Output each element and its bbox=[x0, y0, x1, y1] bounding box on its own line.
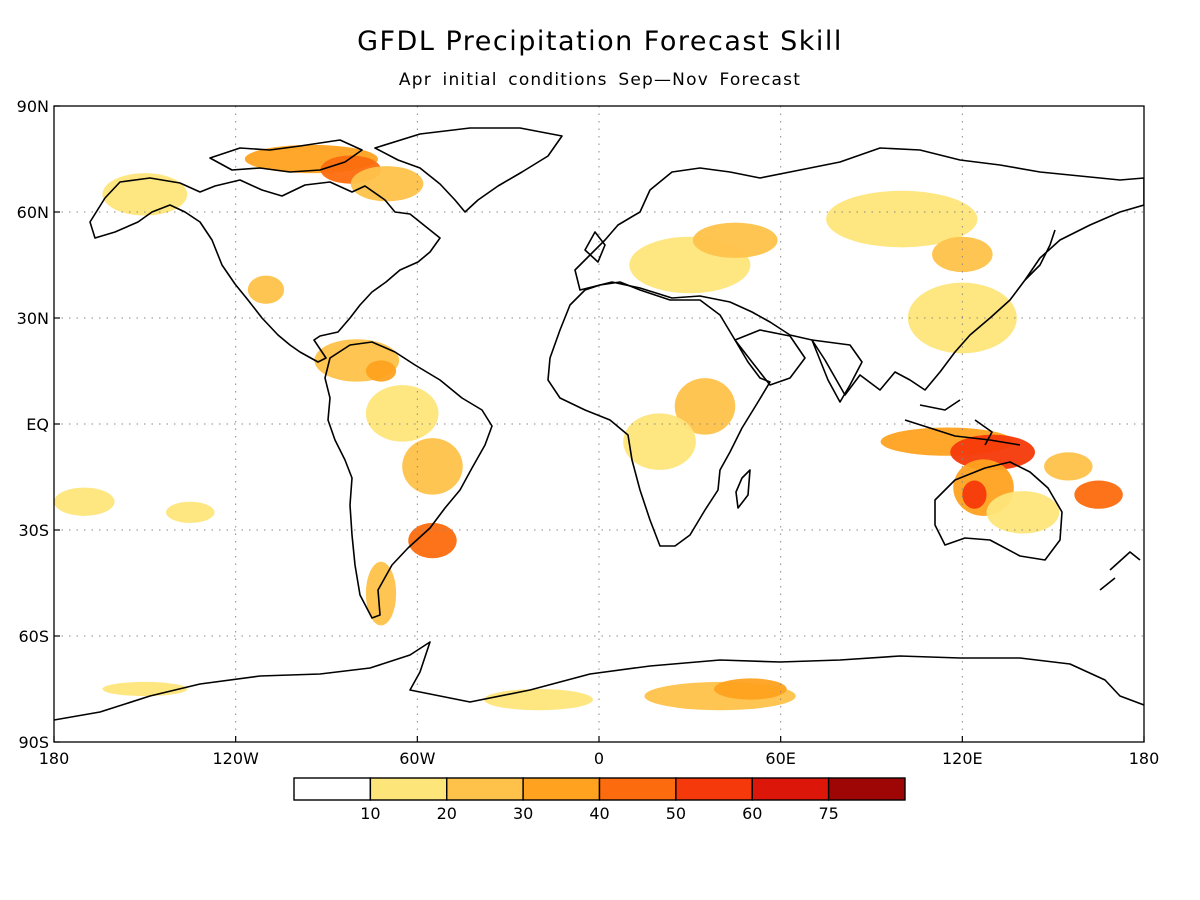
lon-label: 0 bbox=[594, 749, 604, 768]
colorbar-swatch bbox=[522, 777, 601, 801]
skill-patch bbox=[102, 681, 188, 697]
skill-patch bbox=[1074, 480, 1123, 509]
colorbar-label: 50 bbox=[666, 804, 686, 823]
lon-label: 60E bbox=[765, 749, 795, 768]
lat-label: 90S bbox=[18, 733, 49, 752]
colorbar-swatch bbox=[827, 777, 906, 801]
coastline-arctic-islands bbox=[209, 139, 363, 173]
coastline-north-america bbox=[89, 177, 441, 363]
skill-patch bbox=[962, 480, 987, 509]
coastline-arabia bbox=[734, 329, 806, 386]
skill-patch bbox=[714, 678, 787, 700]
skill-patch bbox=[623, 413, 696, 470]
skill-patch bbox=[402, 438, 463, 495]
lon-label: 120E bbox=[942, 749, 983, 768]
skill-patch bbox=[1044, 452, 1093, 481]
coastline-australia bbox=[934, 461, 1063, 561]
lon-label: 180 bbox=[1129, 749, 1160, 768]
skill-patch bbox=[365, 561, 397, 626]
coastline-antarctica bbox=[54, 641, 1144, 721]
lat-label: 30N bbox=[17, 309, 49, 328]
skill-patch bbox=[674, 378, 736, 435]
coastline-africa-eurasia bbox=[547, 281, 771, 547]
skill-shading-layer bbox=[54, 144, 1123, 711]
skill-patch bbox=[365, 360, 397, 382]
colorbar-swatch bbox=[598, 777, 677, 801]
colorbar-swatch bbox=[675, 777, 753, 801]
skill-patch bbox=[483, 689, 593, 711]
colorbar-label: 10 bbox=[360, 804, 380, 823]
lat-label: EQ bbox=[26, 415, 49, 434]
map-title: GFDL Precipitation Forecast Skill bbox=[357, 26, 843, 57]
longitude-labels: 180 120W 60W 0 60E 120E 180 bbox=[39, 736, 1160, 768]
lat-label: 60S bbox=[18, 627, 49, 646]
coastline-indonesia bbox=[904, 399, 1021, 446]
skill-patch bbox=[365, 385, 439, 442]
coastline-madagascar bbox=[735, 469, 751, 509]
colorbar-swatch bbox=[751, 777, 830, 801]
coastline-new-zealand bbox=[1099, 551, 1141, 591]
colorbar-swatch bbox=[293, 777, 372, 801]
latitude-labels: 90N 60N 30N EQ 30S 60S 90S bbox=[17, 97, 60, 752]
skill-patch bbox=[166, 501, 215, 523]
colorbar-swatch bbox=[446, 777, 524, 801]
coastline-south-america bbox=[324, 341, 493, 619]
skill-patch bbox=[692, 222, 778, 258]
lat-label: 60N bbox=[17, 203, 49, 222]
skill-patch bbox=[932, 236, 993, 273]
skill-patch bbox=[247, 275, 285, 304]
graticule bbox=[54, 106, 1144, 742]
lon-label: 60W bbox=[399, 749, 435, 768]
skill-patch bbox=[54, 487, 115, 516]
coastline-greenland bbox=[374, 127, 563, 213]
colorbar: 10 20 30 40 50 60 75 bbox=[293, 777, 906, 823]
lon-label: 120W bbox=[212, 749, 259, 768]
coastline-eurasia bbox=[574, 147, 1144, 396]
colorbar-label: 75 bbox=[818, 804, 838, 823]
lat-label: 30S bbox=[18, 521, 49, 540]
colorbar-swatch bbox=[369, 777, 448, 801]
map-subtitle: Apr initial conditions Sep—Nov Forecast bbox=[398, 70, 802, 90]
skill-patch bbox=[408, 522, 457, 559]
colorbar-label: 60 bbox=[742, 804, 762, 823]
coastline-india bbox=[811, 339, 863, 403]
colorbar-label: 20 bbox=[437, 804, 457, 823]
skill-patch bbox=[826, 190, 978, 248]
coastline-japan bbox=[1024, 229, 1056, 281]
skill-patch bbox=[102, 173, 188, 216]
colorbar-label: 40 bbox=[589, 804, 609, 823]
coastline-uk bbox=[584, 231, 606, 263]
skill-patch bbox=[350, 166, 424, 202]
lat-label: 90N bbox=[17, 97, 49, 116]
coastlines bbox=[54, 127, 1144, 721]
skill-patch bbox=[986, 491, 1060, 534]
colorbar-label: 30 bbox=[513, 804, 533, 823]
lon-label: 180 bbox=[39, 749, 70, 768]
